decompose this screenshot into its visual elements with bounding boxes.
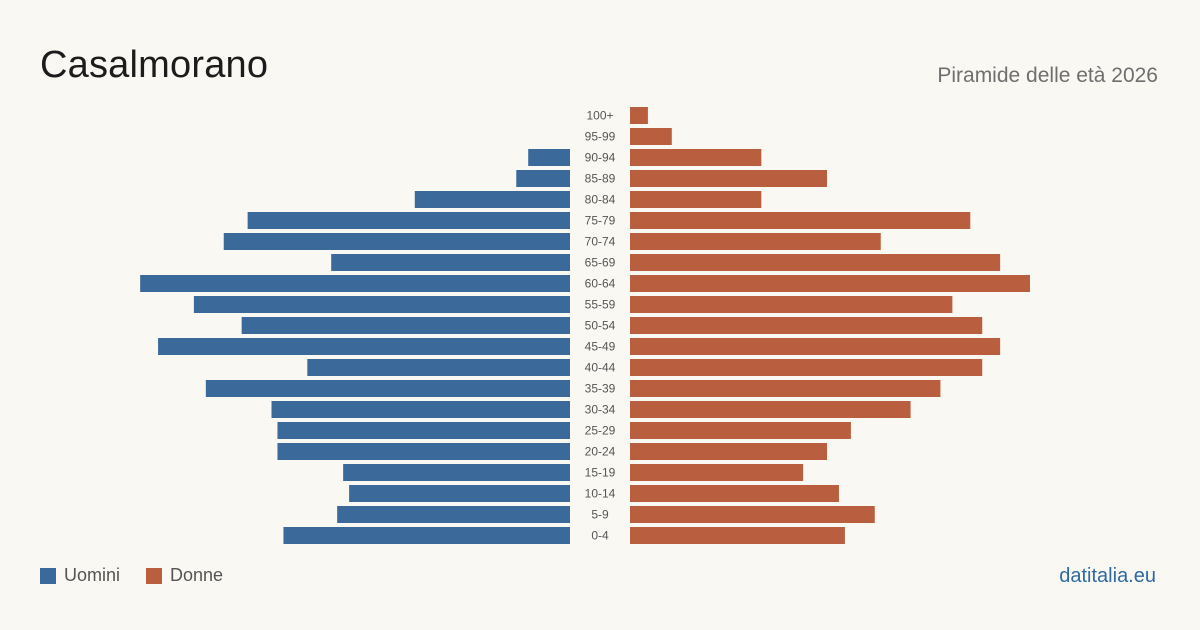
bar-women-95-99 (630, 128, 672, 145)
chart-subtitle: Piramide delle età 2026 (937, 64, 1158, 87)
bar-men-40-44 (307, 359, 570, 376)
bar-women-25-29 (630, 422, 851, 439)
age-label-15-19: 15-19 (585, 466, 616, 480)
age-label-80-84: 80-84 (585, 193, 616, 207)
bar-women-90-94 (630, 149, 762, 166)
age-label-60-64: 60-64 (585, 277, 616, 291)
age-label-30-34: 30-34 (585, 403, 616, 417)
age-label-10-14: 10-14 (585, 487, 616, 501)
bar-men-30-34 (271, 401, 570, 418)
age-label-100+: 100+ (586, 109, 613, 123)
age-label-0-4: 0-4 (591, 529, 609, 543)
legend: Uomini Donne (40, 565, 249, 586)
bar-women-40-44 (630, 359, 983, 376)
bar-women-35-39 (630, 380, 941, 397)
age-label-70-74: 70-74 (585, 235, 616, 249)
bar-women-65-69 (630, 254, 1001, 271)
bar-women-20-24 (630, 443, 828, 460)
age-label-40-44: 40-44 (585, 361, 616, 375)
bar-men-90-94 (528, 149, 570, 166)
bar-women-60-64 (630, 275, 1030, 292)
age-label-55-59: 55-59 (585, 298, 616, 312)
legend-item-men: Uomini (40, 565, 120, 586)
bar-women-55-59 (630, 296, 953, 313)
source-link[interactable]: datitalia.eu (1059, 565, 1156, 587)
bar-women-80-84 (630, 191, 762, 208)
age-label-45-49: 45-49 (585, 340, 616, 354)
bar-men-55-59 (193, 296, 570, 313)
bar-men-70-74 (223, 233, 571, 250)
bar-men-65-69 (331, 254, 570, 271)
bar-men-10-14 (349, 485, 570, 502)
bar-women-75-79 (630, 212, 971, 229)
legend-label-women: Donne (170, 565, 224, 585)
bar-women-10-14 (630, 485, 839, 502)
bar-men-5-9 (337, 506, 570, 523)
bar-men-25-29 (277, 422, 570, 439)
legend-item-women: Donne (146, 565, 223, 586)
bar-men-80-84 (414, 191, 570, 208)
bar-women-15-19 (630, 464, 804, 481)
bar-women-50-54 (630, 317, 983, 334)
chart-title: Casalmorano (40, 44, 269, 86)
bar-women-5-9 (630, 506, 875, 523)
age-label-85-89: 85-89 (585, 172, 616, 186)
legend-swatch-men (40, 567, 56, 584)
age-label-35-39: 35-39 (585, 382, 616, 396)
age-label-75-79: 75-79 (585, 214, 616, 228)
bar-men-75-79 (247, 212, 570, 229)
bar-women-30-34 (630, 401, 911, 418)
bar-women-0-4 (630, 527, 845, 544)
bar-men-60-64 (140, 275, 570, 292)
bar-men-15-19 (343, 464, 570, 481)
bar-women-45-49 (630, 338, 1001, 355)
age-label-50-54: 50-54 (585, 319, 616, 333)
bar-men-85-89 (516, 170, 570, 187)
age-label-90-94: 90-94 (585, 151, 616, 165)
bar-men-50-54 (241, 317, 570, 334)
legend-label-men: Uomini (64, 565, 121, 585)
bar-women-100+ (630, 107, 648, 124)
age-label-95-99: 95-99 (585, 130, 616, 144)
age-label-25-29: 25-29 (585, 424, 616, 438)
age-label-20-24: 20-24 (585, 445, 616, 459)
bar-women-85-89 (630, 170, 828, 187)
bar-men-0-4 (283, 527, 570, 544)
bar-men-35-39 (205, 380, 570, 397)
legend-swatch-women (146, 567, 163, 584)
bar-men-45-49 (158, 338, 570, 355)
age-label-65-69: 65-69 (585, 256, 616, 270)
bar-women-70-74 (630, 233, 881, 250)
age-label-5-9: 5-9 (591, 508, 609, 522)
bar-men-20-24 (277, 443, 570, 460)
